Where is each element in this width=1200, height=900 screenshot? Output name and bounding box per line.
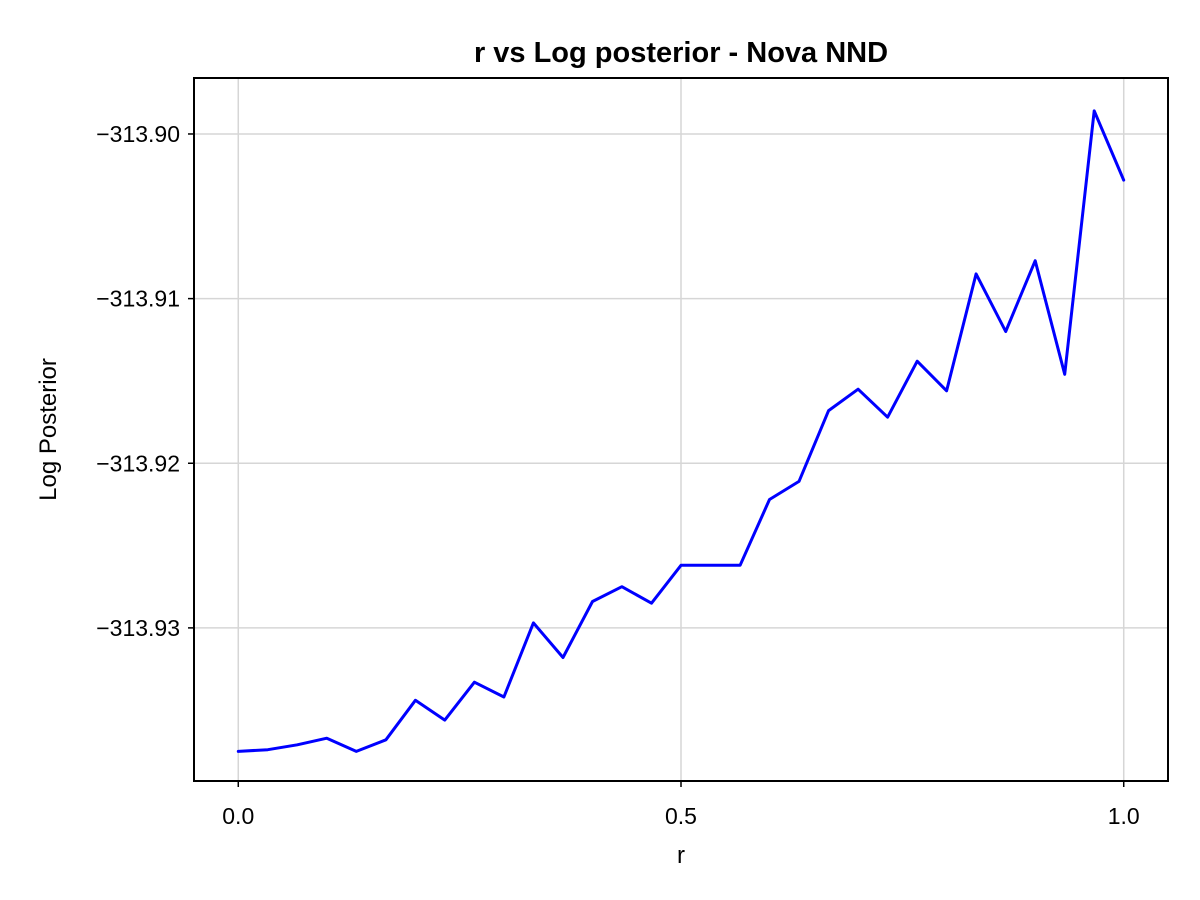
grid-lines [194,78,1168,781]
tick-layer: 0.0 0.5 1.0 −313.90 −313.91 −313.92 −313.93 [96,121,1140,829]
chart-title: r vs Log posterior - Nova NND [474,37,888,69]
x-axis-label: r [677,842,685,869]
x-tick-label: 0.5 [665,803,697,829]
y-tick-label: −313.93 [96,615,180,641]
y-tick-label: −313.90 [96,121,180,147]
series-layer [236,109,1126,753]
x-tick-label: 1.0 [1108,803,1140,829]
x-tick-label: 0.0 [222,803,254,829]
y-tick-label: −313.91 [96,286,180,312]
series-line [236,109,1126,753]
y-tick-label: −313.92 [96,450,180,476]
y-axis-label: Log Posterior [35,358,62,501]
